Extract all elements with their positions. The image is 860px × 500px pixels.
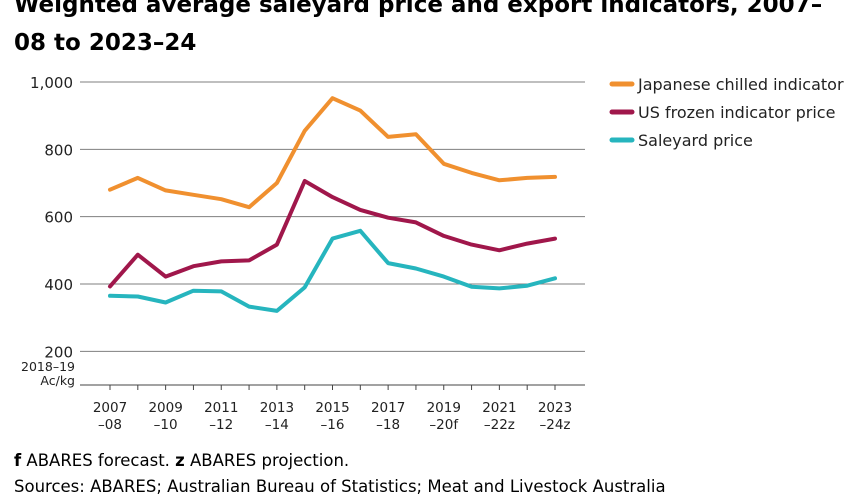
x-tick-label: 2015 bbox=[315, 400, 349, 416]
x-tick-label: –16 bbox=[321, 417, 345, 433]
footnote-f-marker: f bbox=[14, 451, 22, 470]
x-tick-label: 2013 bbox=[260, 400, 294, 416]
y-axis-label: Ac/kg bbox=[40, 373, 75, 388]
y-axis-label: 2018–19 bbox=[21, 359, 75, 374]
y-tick-label: 400 bbox=[44, 276, 73, 294]
legend-label: Japanese chilled indicator bbox=[637, 75, 844, 94]
footnote: f ABARES forecast. z ABARES projection. bbox=[14, 450, 349, 472]
x-tick-label: –08 bbox=[98, 417, 122, 433]
x-tick-label: –22z bbox=[484, 417, 515, 433]
y-tick-label: 1,000 bbox=[30, 74, 73, 92]
legend-label: US frozen indicator price bbox=[638, 103, 835, 122]
footnote-f-text: ABARES forecast. bbox=[21, 451, 176, 470]
x-tick-label: 2023 bbox=[538, 400, 572, 416]
chart-title: Weighted average saleyard price and expo… bbox=[14, 0, 823, 56]
x-tick-label: 2009 bbox=[148, 400, 182, 416]
legend-label: Saleyard price bbox=[638, 131, 753, 150]
line-chart: 200 400 600 800 1,000 2007–08 2009–10 2011–12 20… bbox=[21, 74, 844, 433]
series-line-japanese-chilled-indicator bbox=[108, 96, 557, 210]
x-tick-label: 2017 bbox=[371, 400, 405, 416]
x-tick-label: 2021 bbox=[482, 400, 516, 416]
series-line-saleyard-price bbox=[108, 228, 557, 313]
y-tick-label: 800 bbox=[44, 141, 73, 159]
x-tick-label: –14 bbox=[265, 417, 289, 433]
sources-note: Sources: ABARES; Australian Bureau of St… bbox=[14, 477, 666, 496]
x-tick-label: –10 bbox=[154, 417, 178, 433]
x-tick-label: 2019 bbox=[427, 400, 461, 416]
x-tick-label: 2007 bbox=[93, 400, 127, 416]
x-tick-label: –20f bbox=[429, 417, 459, 433]
footnote-z-marker: z bbox=[175, 451, 185, 470]
y-tick-label: 200 bbox=[44, 343, 73, 361]
footnote-z-text: ABARES projection. bbox=[184, 451, 350, 470]
series-line-us-frozen-indicator-price bbox=[108, 179, 557, 289]
x-tick-label: 2011 bbox=[204, 400, 238, 416]
y-tick-label: 600 bbox=[44, 209, 73, 227]
x-tick-label: –24z bbox=[539, 417, 570, 433]
x-tick-label: –12 bbox=[209, 417, 233, 433]
x-tick-label: –18 bbox=[376, 417, 400, 433]
